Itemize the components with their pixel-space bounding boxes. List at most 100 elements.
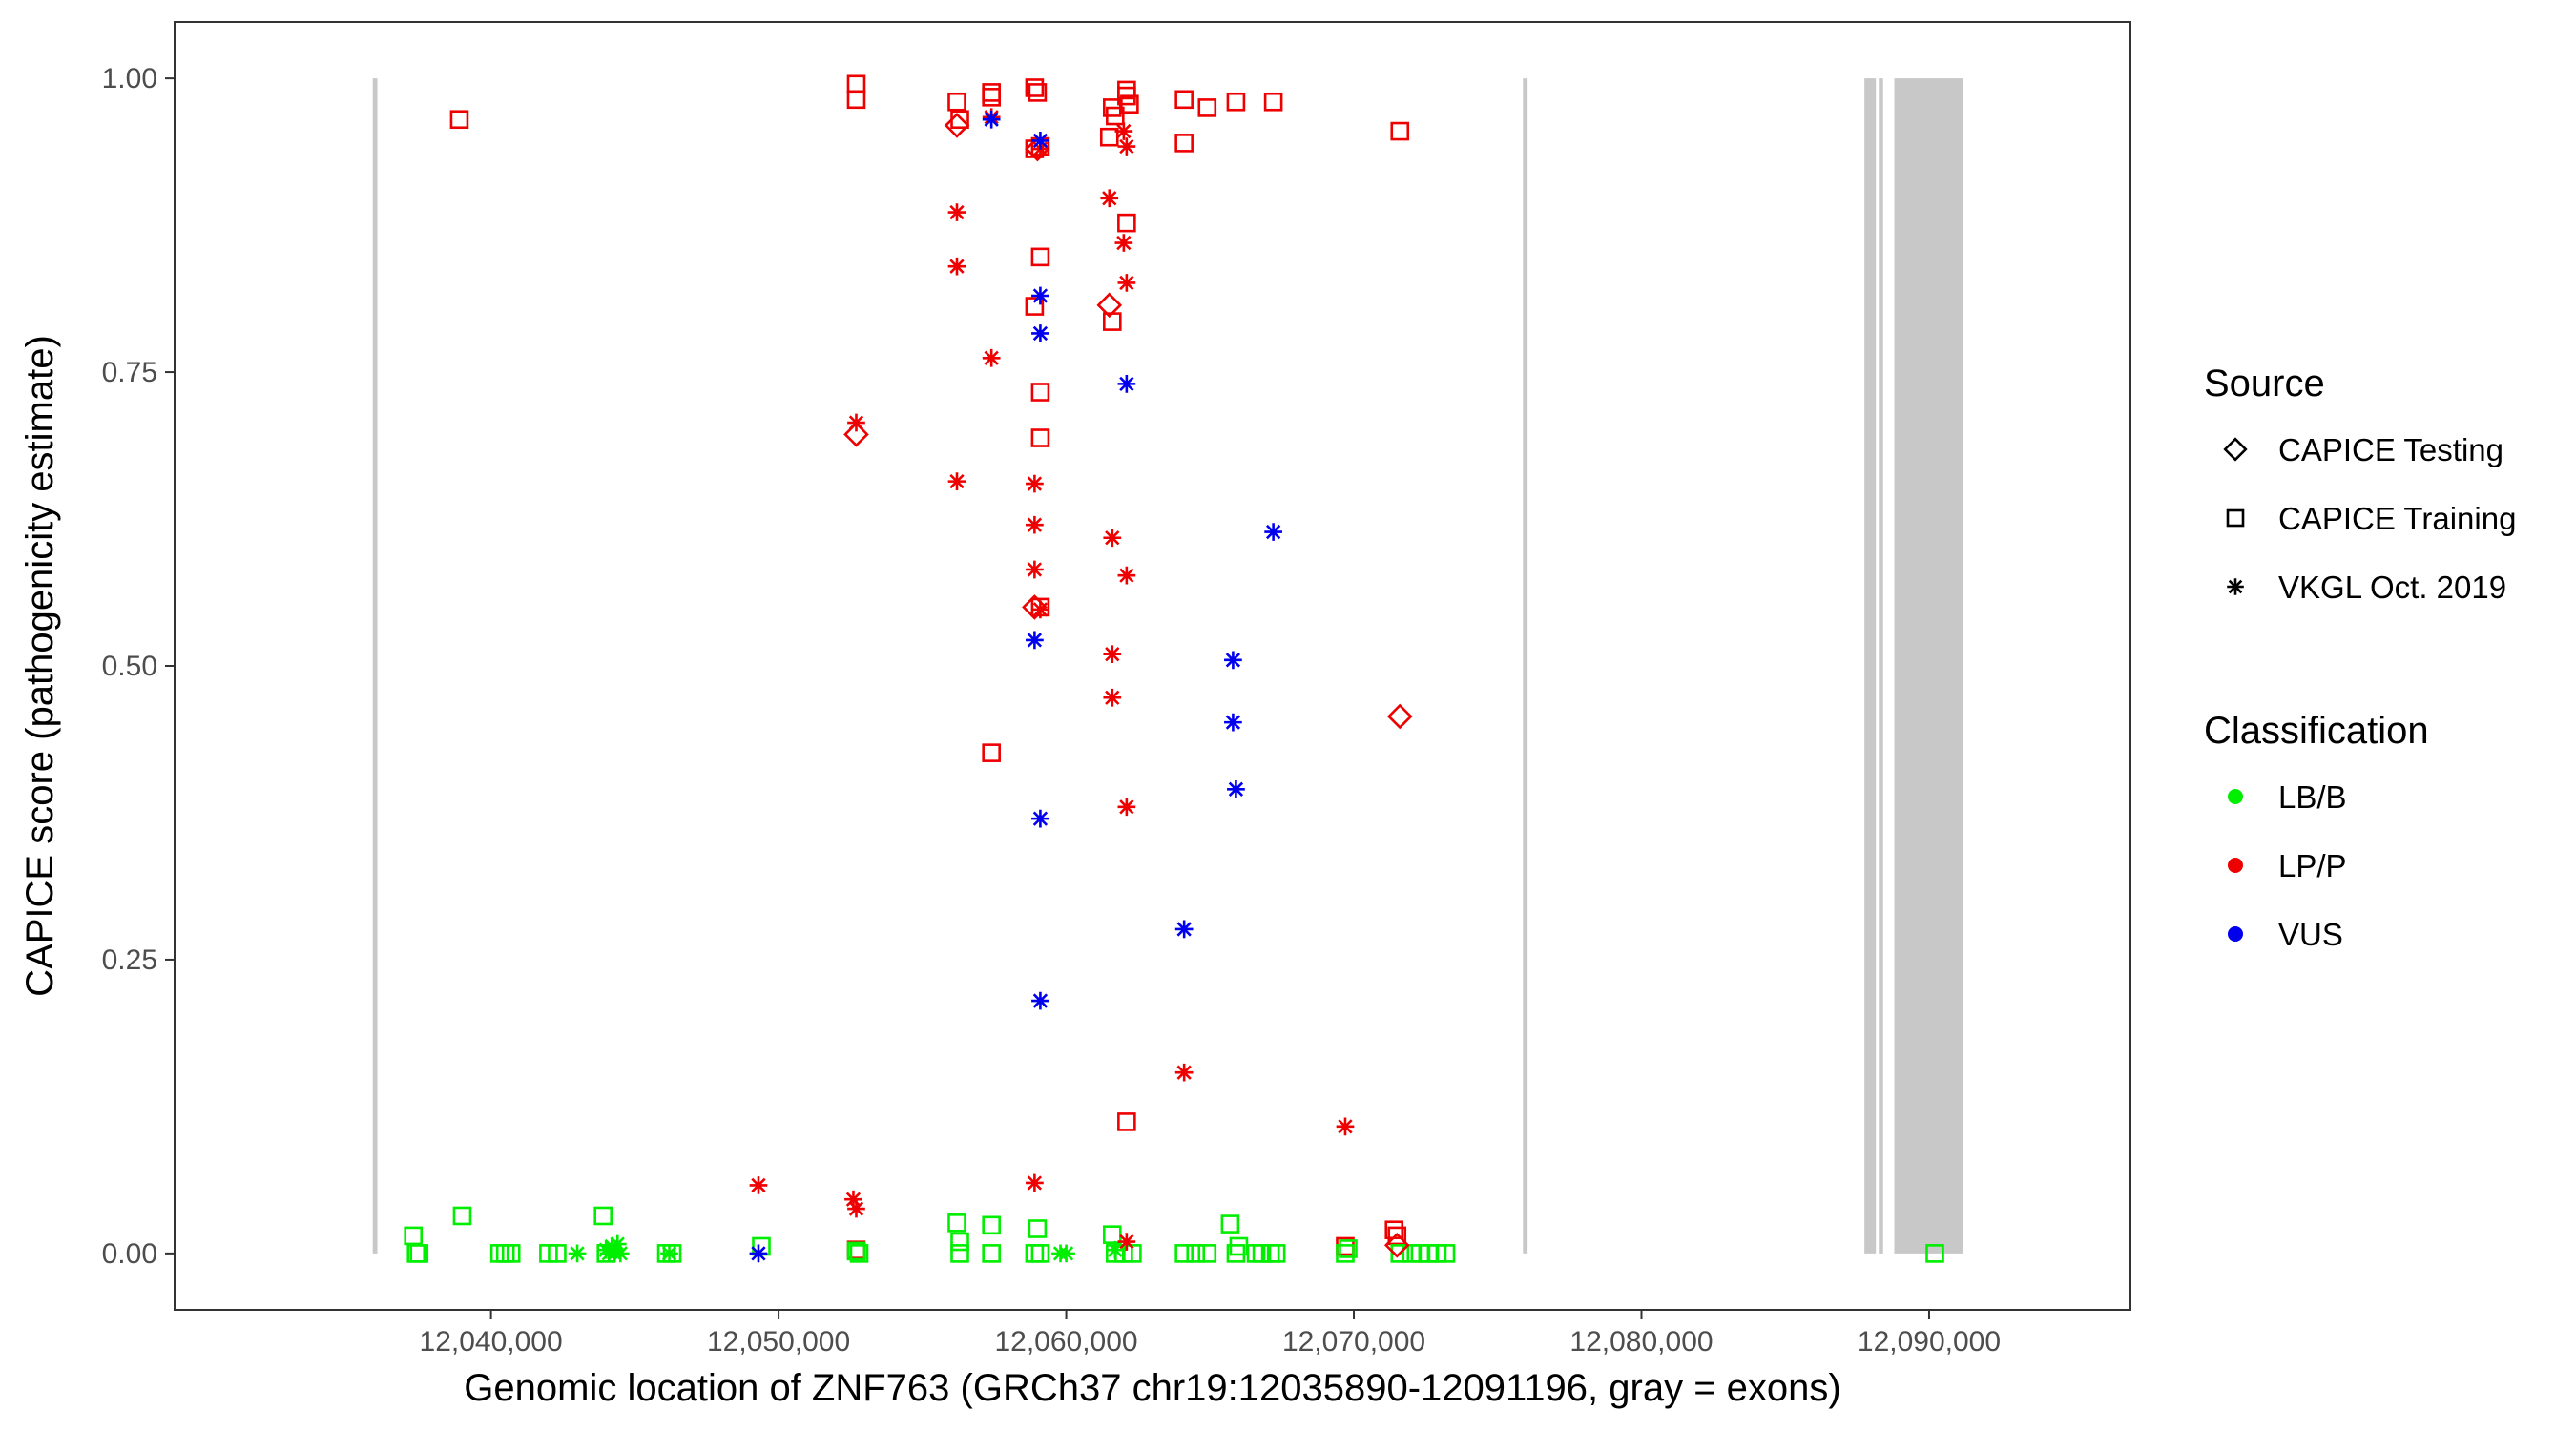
data-point bbox=[1026, 474, 1044, 493]
legend-square-icon bbox=[2226, 508, 2245, 528]
x-tick-label: 12,060,000 bbox=[994, 1326, 1137, 1358]
data-point bbox=[1025, 297, 1045, 316]
data-point bbox=[1103, 688, 1122, 707]
data-point bbox=[608, 1234, 627, 1254]
data-point bbox=[1117, 274, 1136, 292]
data-point bbox=[1174, 134, 1194, 153]
data-point bbox=[1925, 1244, 1944, 1263]
data-point bbox=[1057, 1244, 1075, 1263]
x-axis-title: Genomic location of ZNF763 (GRCh37 chr19… bbox=[464, 1367, 1840, 1409]
data-point bbox=[1263, 92, 1283, 112]
data-point bbox=[1031, 809, 1049, 828]
legend-class-item: LB/B bbox=[2228, 779, 2347, 815]
data-point bbox=[1174, 1244, 1194, 1263]
data-point bbox=[449, 110, 469, 130]
data-point bbox=[1390, 121, 1410, 141]
data-point bbox=[1117, 566, 1136, 585]
data-point bbox=[1031, 324, 1049, 342]
legend-source-item: CAPICE Training bbox=[2226, 501, 2516, 536]
data-point bbox=[1030, 383, 1050, 402]
data-point bbox=[982, 88, 1001, 107]
data-point bbox=[1197, 1244, 1217, 1263]
data-point bbox=[1114, 122, 1133, 140]
data-point bbox=[1028, 83, 1048, 102]
exon-band-3 bbox=[1864, 78, 1877, 1254]
data-point bbox=[501, 1244, 521, 1263]
data-point bbox=[947, 92, 966, 112]
legend-dot-icon bbox=[2228, 858, 2243, 873]
legend-diamond-icon bbox=[2223, 437, 2248, 462]
data-point bbox=[846, 90, 866, 110]
exon-band-1 bbox=[372, 78, 378, 1254]
data-point bbox=[1174, 1063, 1194, 1082]
data-point bbox=[1383, 1232, 1410, 1258]
legend-class-label: LP/P bbox=[2278, 848, 2347, 883]
data-point bbox=[982, 348, 1001, 367]
data-point bbox=[849, 1244, 869, 1263]
data-point bbox=[1031, 286, 1049, 305]
data-point bbox=[1266, 1244, 1286, 1263]
data-point bbox=[1025, 78, 1045, 97]
legend-source-label: CAPICE Testing bbox=[2278, 432, 2503, 467]
legend-class-label: LB/B bbox=[2278, 779, 2347, 815]
data-point bbox=[548, 1244, 567, 1263]
data-point bbox=[1336, 1117, 1355, 1136]
data-point bbox=[1117, 1112, 1136, 1131]
data-point bbox=[1117, 213, 1136, 233]
legend-source-label: VKGL Oct. 2019 bbox=[2278, 570, 2506, 605]
data-point bbox=[1031, 991, 1049, 1010]
data-point bbox=[1174, 920, 1194, 939]
y-tick-label: 0.50 bbox=[102, 651, 157, 682]
data-point bbox=[982, 743, 1001, 762]
data-point bbox=[1031, 600, 1049, 619]
legend-classification-title: Classification bbox=[2204, 710, 2429, 752]
legend-dot-icon bbox=[2228, 789, 2243, 804]
data-point bbox=[1224, 651, 1242, 670]
x-tick-label: 12,040,000 bbox=[420, 1326, 563, 1358]
data-point bbox=[1117, 798, 1136, 817]
data-point bbox=[568, 1244, 587, 1263]
data-point bbox=[1103, 645, 1122, 664]
data-point bbox=[1386, 703, 1413, 730]
data-point bbox=[1026, 1173, 1044, 1192]
data-point bbox=[1030, 428, 1050, 447]
y-tick-label: 0.75 bbox=[102, 357, 157, 388]
data-point bbox=[1026, 515, 1044, 534]
data-point bbox=[611, 1244, 630, 1263]
legend: Source CAPICE Testing CAPICE Training VKGL… bbox=[2204, 363, 2516, 952]
legend-asterisk-icon bbox=[2227, 578, 2244, 595]
data-point bbox=[1186, 1244, 1206, 1263]
x-axis: 12,040,000 12,050,000 12,060,000 12,070,000… bbox=[420, 1310, 2001, 1358]
data-point bbox=[1030, 247, 1050, 267]
data-point bbox=[982, 1244, 1001, 1263]
data-point bbox=[1114, 234, 1133, 252]
data-point bbox=[1117, 375, 1136, 393]
data-point bbox=[1226, 92, 1246, 112]
y-axis-title: CAPICE score (pathogenicity estimate) bbox=[19, 335, 61, 997]
data-point bbox=[602, 1237, 621, 1255]
data-point bbox=[1100, 189, 1119, 208]
x-tick-label: 12,090,000 bbox=[1858, 1326, 2001, 1358]
exon-band-5 bbox=[1894, 78, 1964, 1254]
data-point bbox=[847, 1199, 865, 1218]
data-point bbox=[1117, 1233, 1136, 1251]
x-tick-label: 12,050,000 bbox=[707, 1326, 850, 1358]
data-point bbox=[1436, 1244, 1456, 1263]
data-point bbox=[947, 257, 966, 276]
data-point bbox=[1390, 1244, 1410, 1263]
y-tick-label: 1.00 bbox=[102, 63, 157, 94]
data-point bbox=[749, 1244, 768, 1263]
data-point bbox=[844, 1190, 862, 1209]
data-point bbox=[749, 1176, 768, 1194]
data-point bbox=[950, 1232, 969, 1252]
data-point bbox=[1220, 1214, 1240, 1234]
exon-band-4 bbox=[1879, 78, 1883, 1254]
data-point bbox=[452, 1206, 472, 1226]
y-tick-label: 0.25 bbox=[102, 944, 157, 976]
data-point bbox=[404, 1226, 424, 1246]
data-point bbox=[1123, 1244, 1142, 1263]
data-point bbox=[409, 1244, 429, 1263]
data-point bbox=[982, 110, 1001, 129]
